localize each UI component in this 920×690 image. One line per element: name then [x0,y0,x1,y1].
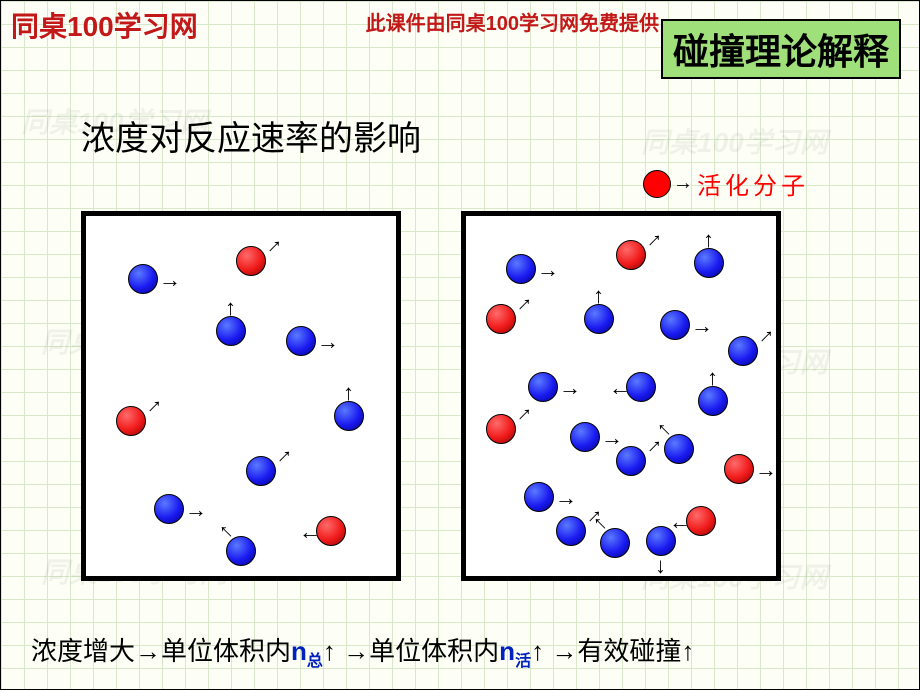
up-arrow-icon: ↑ [323,636,336,666]
legend-label: 活化分子 [697,166,809,201]
n-label: n [291,636,307,666]
velocity-arrow-icon: ↑ [593,285,604,307]
velocity-arrow-icon: → [748,318,779,349]
caption: 浓度增大→单位体积内n总↑ →单位体积内n活↑ →有效碰撞↑ [31,631,899,671]
velocity-arrow-icon: ← [669,511,691,533]
molecule-blue: → [728,336,758,366]
velocity-arrow-icon: → [317,331,339,353]
molecule-blue: ↑ [698,386,728,416]
legend: → 活化分子 [643,166,809,201]
velocity-arrow-icon: → [136,388,167,419]
velocity-arrow-icon: ↓ [655,555,666,577]
title-text: 碰撞理论解释 [673,31,889,72]
velocity-arrow-icon: ← [299,521,321,543]
molecule-blue: → [154,494,184,524]
velocity-arrow-icon: → [506,396,537,427]
molecule-blue: ↑ [694,248,724,278]
velocity-arrow-icon: → [256,228,287,259]
box-low-concentration: →→↑→→↑→→←→ [81,211,401,581]
brand-logo: 同桌100学习网 [11,5,198,45]
velocity-arrow-icon: → [185,499,207,521]
velocity-arrow-icon: → [601,427,623,449]
velocity-arrow-icon: ← [609,377,631,399]
caption-part2: →单位体积内 [343,636,499,666]
velocity-arrow-icon: → [506,286,537,317]
subtitle: 浓度对反应速率的影响 [81,111,421,160]
velocity-arrow-icon: ↑ [343,382,354,404]
molecule-blue: → [570,422,600,452]
legend-dot-icon [643,170,671,198]
velocity-arrow-icon: → [537,259,559,281]
molecule-red: → [116,406,146,436]
molecule-red: → [236,246,266,276]
up-arrow-icon: ↑ [531,636,544,666]
velocity-arrow-icon: ↑ [703,229,714,251]
molecule-blue: → [286,326,316,356]
n-total-var: n总 [291,636,323,666]
molecule-blue: → [664,434,694,464]
velocity-arrow-icon: → [555,487,577,509]
molecule-blue: → [660,310,690,340]
molecule-blue: → [556,516,586,546]
velocity-arrow-icon: → [691,315,713,337]
molecule-blue: ↓ [646,526,676,556]
molecule-blue: → [616,446,646,476]
velocity-arrow-icon: → [266,438,297,469]
credit-text: 此课件由同桌100学习网免费提供 [366,7,659,36]
caption-part1: 浓度增大→单位体积内 [31,636,291,666]
velocity-arrow-icon: → [159,269,181,291]
molecule-blue: ↑ [584,304,614,334]
velocity-arrow-icon: → [755,459,777,481]
molecule-red: → [616,240,646,270]
molecule-blue: → [506,254,536,284]
molecule-red: ← [686,506,716,536]
molecule-blue: ↑ [216,316,246,346]
n-active-var: n活 [499,636,531,666]
molecule-blue: → [524,482,554,512]
title-box: 碰撞理论解释 [661,19,901,79]
molecule-blue: ← [626,372,656,402]
molecule-blue: → [128,264,158,294]
n-label: n [499,636,515,666]
velocity-arrow-icon: → [636,222,667,253]
molecule-blue: → [226,536,256,566]
n-sub: 活 [515,653,531,670]
diagram-boxes: →→↑→→↑→→←→ →→↑→↑→→→←→→↑→→→→←→→↓ [81,211,781,581]
n-sub: 总 [307,653,323,670]
molecule-red: → [724,454,754,484]
molecule-red: → [486,304,516,334]
molecule-blue: ↑ [334,401,364,431]
velocity-arrow-icon: ↑ [707,367,718,389]
molecule-blue: → [600,528,630,558]
box-high-concentration: →→↑→↑→→→←→→↑→→→→←→→↓ [461,211,781,581]
molecule-blue: → [528,372,558,402]
arrow-right-icon: → [673,172,693,195]
molecule-red: → [486,414,516,444]
caption-part3: →有效碰撞↑ [551,636,694,666]
molecule-blue: → [246,456,276,486]
slide-page: 同桌100学习网同桌100学习网同桌100学习网同桌100学习网同桌100学习网… [0,0,920,690]
velocity-arrow-icon: → [559,377,581,399]
molecule-red: ← [316,516,346,546]
velocity-arrow-icon: ↑ [225,297,236,319]
velocity-arrow-icon: → [208,518,239,549]
